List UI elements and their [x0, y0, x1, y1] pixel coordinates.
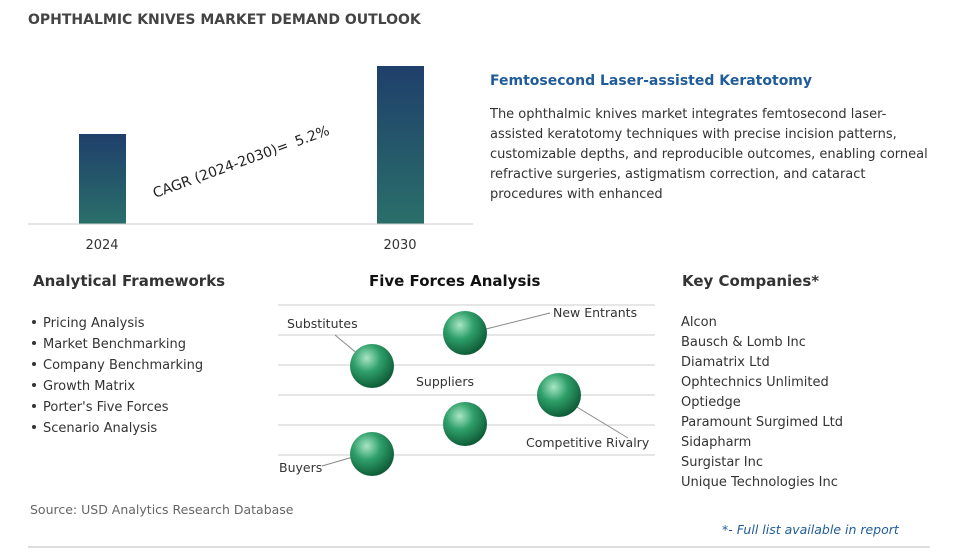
list-item: Alcon [681, 315, 843, 335]
force-lines [278, 304, 655, 456]
item-text: Bausch & Lomb Inc [681, 335, 806, 350]
item-text: Unique Technologies Inc [681, 475, 838, 490]
bar [79, 134, 126, 224]
force-label: New Entrants [553, 305, 637, 320]
force-label: Buyers [279, 460, 322, 475]
frameworks-list: Pricing Analysis Market Benchmarking Compa… [30, 316, 203, 442]
list-item: Market Benchmarking [30, 337, 203, 358]
bullet [32, 404, 36, 408]
force-label: Suppliers [416, 374, 474, 389]
item-text: Company Benchmarking [43, 358, 204, 373]
companies-list: Alcon Bausch & Lomb Inc Diamatrix Ltd Ophte… [681, 315, 843, 495]
five-forces-title: Five Forces Analysis [369, 272, 541, 290]
list-item: Company Benchmarking [30, 358, 203, 379]
feature-text: The ophthalmic knives market integrates … [490, 107, 928, 202]
x-label: 2030 [383, 238, 416, 253]
list-item: Scenario Analysis [30, 421, 203, 442]
list-item: Paramount Surgimed Ltd [681, 415, 843, 435]
item-text: Market Benchmarking [43, 337, 186, 352]
svg-text:CAGR (2024-2030)=5.2%: CAGR (2024-2030)=5.2% [151, 123, 332, 202]
source: Source: USD Analytics Research Database [30, 502, 294, 517]
item-text: Alcon [681, 315, 717, 330]
item-text: Surgistar Inc [681, 455, 764, 470]
list-item: Sidapharm [681, 435, 843, 455]
list-item: Pricing Analysis [30, 316, 203, 337]
companies-title: Key Companies* [682, 272, 820, 290]
list-item: Diamatrix Ltd [681, 355, 843, 375]
cagr: CAGR (2024-2030)=5.2% [151, 123, 332, 202]
force-label: Competitive Rivalry [526, 435, 650, 450]
feature-title: Femtosecond Laser-assisted Keratotomy [490, 73, 813, 89]
frameworks-title: Analytical Frameworks [33, 272, 226, 290]
list-item: Growth Matrix [30, 379, 203, 400]
item-text: Paramount Surgimed Ltd [681, 415, 843, 430]
item-text: Ophtechnics Unlimited [681, 375, 829, 390]
cagr-value: 5.2% [293, 123, 332, 150]
bullet [32, 383, 36, 387]
page-title: OPHTHALMIC KNIVES MARKET DEMAND OUTLOOK [28, 12, 421, 28]
bullet [32, 341, 36, 345]
cagr-label: CAGR (2024-2030)= [151, 138, 291, 202]
bar [377, 66, 424, 224]
list-item: Bausch & Lomb Inc [681, 335, 843, 355]
bullet [32, 425, 36, 429]
item-text: Diamatrix Ltd [681, 355, 770, 370]
list-item: Porter's Five Forces [30, 400, 203, 421]
item-text: Scenario Analysis [43, 421, 158, 436]
force-label: Substitutes [287, 316, 358, 331]
balls [350, 311, 581, 476]
item-text: Optiedge [681, 395, 741, 410]
footnote: *- Full list available in report [722, 522, 899, 537]
list-item: Surgistar Inc [681, 455, 843, 475]
bullet [32, 320, 36, 324]
list-item: Unique Technologies Inc [681, 475, 843, 495]
list-item: Ophtechnics Unlimited [681, 375, 843, 395]
list-item: Optiedge [681, 395, 843, 415]
x-label: 2024 [85, 238, 118, 253]
item-text: Pricing Analysis [43, 316, 145, 331]
bullet [32, 362, 36, 366]
item-text: Growth Matrix [43, 379, 136, 394]
item-text: Sidapharm [681, 435, 752, 450]
item-text: Porter's Five Forces [43, 400, 169, 415]
